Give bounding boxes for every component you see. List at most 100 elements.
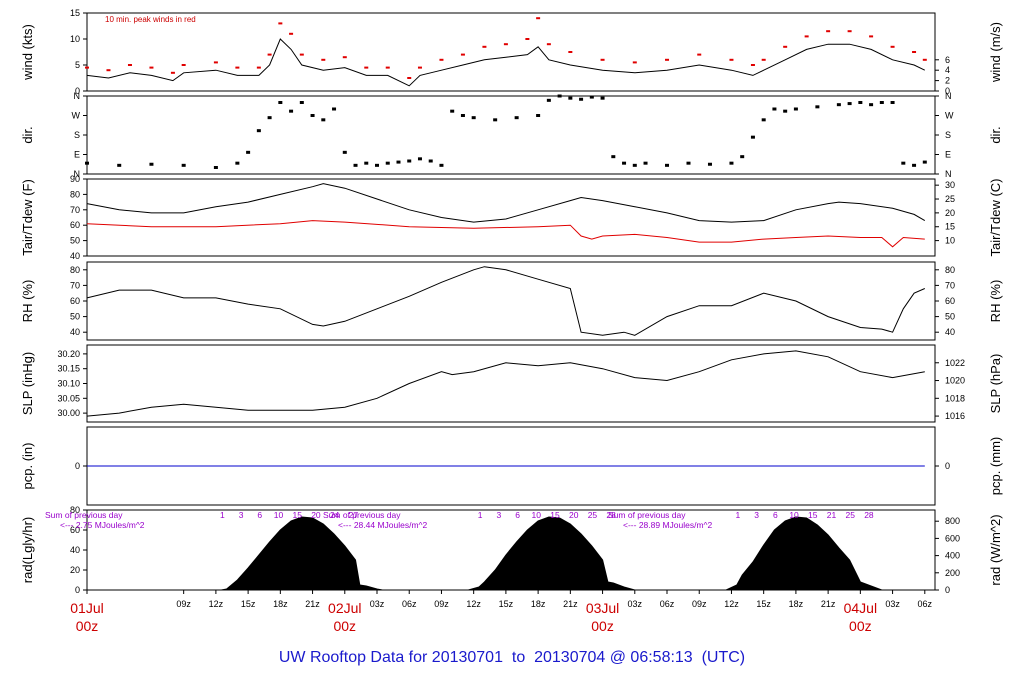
x-tick-label: 18z [273, 599, 288, 609]
y-tick-label: 50 [70, 236, 80, 246]
solar-hour-marker: 6 [773, 510, 778, 520]
y-axis-label: wind (kts) [20, 24, 35, 81]
x-day-hour: 00z [591, 618, 614, 634]
y-tick-label: 40 [70, 327, 80, 337]
dir-point [235, 161, 240, 165]
dir-point [407, 159, 412, 163]
y-tick-label: 30.20 [57, 349, 80, 359]
dir-point [460, 114, 465, 117]
peak-wind-point [417, 66, 422, 69]
y2-axis-label: SLP (hPa) [988, 354, 1003, 414]
dir-point [289, 109, 294, 113]
peak-wind-point [85, 66, 89, 69]
dir-point [321, 118, 326, 122]
y-tick-label: 70 [70, 205, 80, 215]
peak-wind-point [460, 53, 465, 56]
y-axis-label: rad(Lgly/hr) [20, 517, 35, 583]
dir-point [568, 96, 573, 100]
dir-point [869, 103, 874, 107]
peak-wind-point [181, 64, 186, 66]
x-tick-label: 15z [241, 599, 256, 609]
y2-tick-label: 600 [945, 533, 960, 543]
solar-hour-marker: 1 [736, 510, 741, 520]
y-tick-label: 0 [75, 585, 80, 595]
panel-frame [86, 12, 936, 92]
peak-wind-point [256, 66, 261, 69]
x-day-date: 03Jul [586, 600, 619, 616]
panel-frame [86, 261, 936, 341]
solar-hour-marker: 20 [569, 510, 579, 520]
solar-hour-marker: 3 [754, 510, 759, 520]
y2-axis-label: rad (W/m^2) [988, 514, 1003, 585]
y-tick-label: 60 [70, 220, 80, 230]
dir-point [364, 161, 369, 165]
y2-tick-label: 60 [945, 296, 955, 306]
x-tick-label: 21z [563, 599, 578, 609]
y-tick-label: 15 [70, 8, 80, 18]
solar-hour-marker: 3 [239, 510, 244, 520]
y-tick-label: E [74, 150, 80, 160]
daily-sum-value: <--- 28.44 MJoules/m^2 [338, 520, 428, 530]
y2-tick-label: 20 [945, 208, 955, 218]
series-line [86, 220, 925, 248]
peak-wind-point [235, 66, 240, 69]
dir-point [761, 118, 766, 122]
y-tick-label: W [72, 111, 81, 121]
y2-tick-label: 25 [945, 194, 955, 204]
peak-wind-point [546, 43, 551, 46]
dir-point [493, 118, 498, 122]
y2-tick-label: 6 [945, 55, 950, 65]
dir-point [707, 162, 712, 166]
solar-hour-marker: 20 [311, 510, 321, 520]
dir-point [836, 103, 841, 107]
dir-point [375, 163, 380, 167]
dir-point [310, 114, 315, 117]
peak-wind-point [321, 58, 326, 61]
dir-point [589, 95, 594, 99]
dir-point [750, 135, 755, 139]
y2-tick-label: N [945, 169, 952, 179]
solar-hour-marker: 6 [257, 510, 262, 520]
y-tick-label: 80 [70, 505, 80, 515]
y-tick-label: 30.05 [57, 393, 80, 403]
dir-point [213, 166, 218, 169]
y2-tick-label: 200 [945, 568, 960, 578]
x-tick-label: 12z [724, 599, 739, 609]
x-tick-label: 09z [176, 599, 191, 609]
dir-point [579, 97, 584, 101]
peak-wind-point [289, 32, 294, 35]
solar-hour-marker: 24 [330, 510, 340, 520]
solar-hour-marker: 10 [532, 510, 542, 520]
peak-wind-point [783, 45, 788, 48]
solar-hour-marker: 15 [808, 510, 818, 520]
peak-wind-point [149, 66, 154, 69]
y-axis-label: dir. [20, 126, 35, 143]
y2-tick-label: 70 [945, 280, 955, 290]
y2-axis-label: wind (m/s) [988, 22, 1003, 83]
solar-hour-marker: 15 [550, 510, 560, 520]
series-line [86, 183, 926, 223]
dir-point [890, 101, 895, 104]
dir-point [514, 116, 519, 120]
peak-wind-point [922, 58, 927, 61]
solar-hour-marker: 10 [274, 510, 284, 520]
y2-tick-label: 400 [945, 551, 960, 561]
x-tick-label: 06z [660, 599, 675, 609]
figure-title: UW Rooftop Data for 20130701 to 20130704… [278, 649, 746, 666]
y-tick-label: 90 [70, 174, 80, 184]
y-tick-label: 60 [70, 296, 80, 306]
solar-hour-marker: 21 [827, 510, 837, 520]
x-tick-label: 03z [370, 599, 385, 609]
peak-wind-point [890, 45, 895, 48]
x-tick-label: 21z [821, 599, 836, 609]
dir-point [611, 155, 616, 159]
y2-tick-label: 50 [945, 312, 955, 322]
daily-sum-label: Sum of previous day [323, 510, 401, 520]
peak-wind-point [482, 45, 487, 48]
dir-point [342, 150, 347, 154]
y-tick-label: 20 [70, 565, 80, 575]
dir-point [417, 157, 422, 161]
x-tick-label: 15z [756, 599, 771, 609]
y2-tick-label: N [945, 91, 952, 101]
